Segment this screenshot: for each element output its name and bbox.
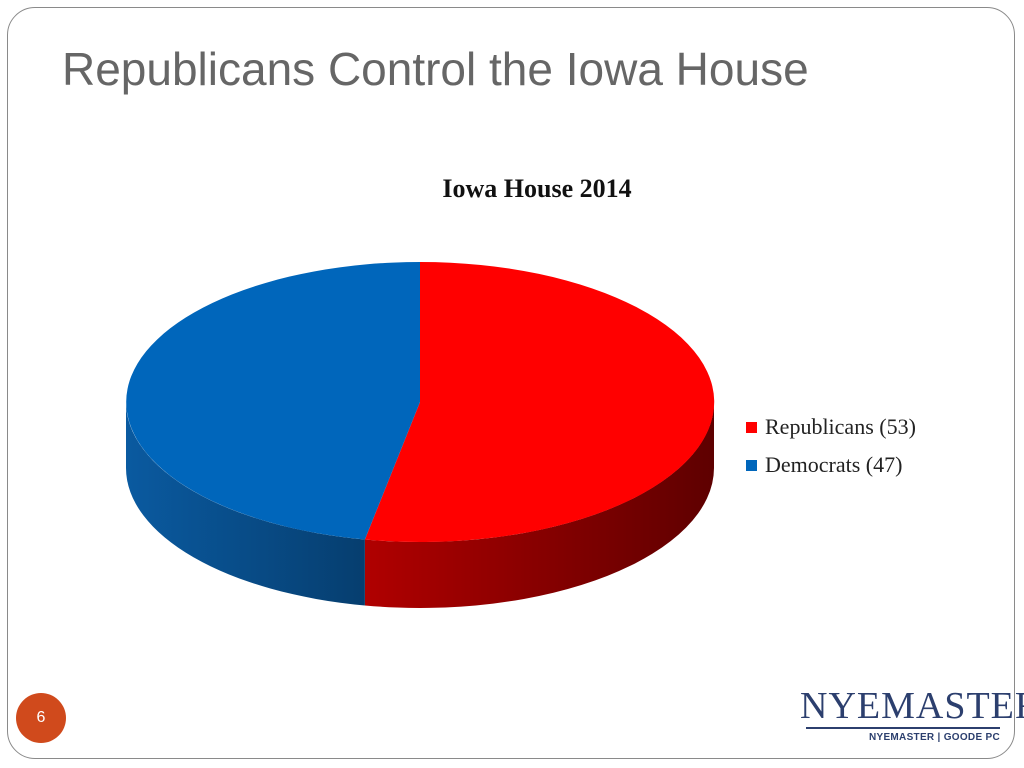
chart-legend: Republicans (53) Democrats (47) (746, 408, 916, 484)
slide-title: Republicans Control the Iowa House (62, 43, 809, 95)
legend-swatch-democrats (746, 459, 757, 471)
legend-item-republicans: Republicans (53) (746, 408, 916, 446)
chart-title: Iowa House 2014 (442, 174, 632, 203)
legend-label-democrats: Democrats (47) (765, 452, 903, 477)
logo-rule (806, 727, 1000, 729)
page-number-badge: 6 (16, 693, 66, 743)
pie-side-democrats (126, 402, 365, 606)
pie-slice-republicans (364, 261, 715, 542)
pie-slice-democrats (126, 262, 420, 540)
nyemaster-logo: NYEMASTER NYEMASTER | GOODE PC (800, 685, 1024, 743)
legend-swatch-republicans (746, 421, 757, 433)
logo-wordmark: NYEMASTER (800, 685, 1024, 727)
legend-label-republicans: Republicans (53) (765, 414, 916, 439)
pie-side-republicans (364, 402, 714, 608)
legend-item-democrats: Democrats (47) (746, 446, 916, 484)
logo-subline: NYEMASTER | GOODE PC (868, 732, 1000, 743)
